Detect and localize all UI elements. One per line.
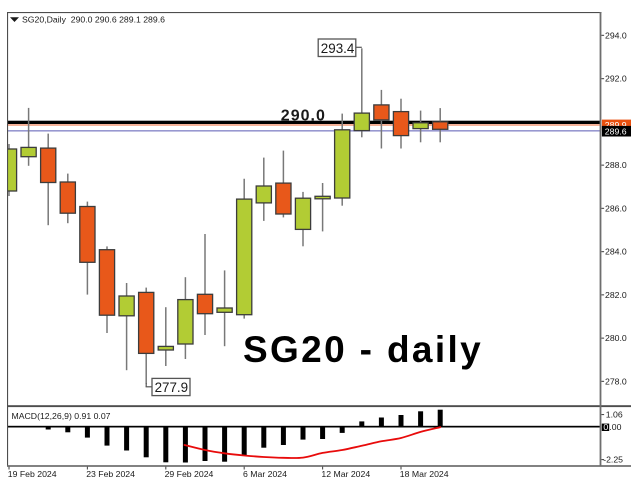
svg-text:277.9: 277.9 [155, 380, 189, 395]
svg-text:.00: .00 [609, 422, 621, 432]
svg-text:12 Mar 2024: 12 Mar 2024 [321, 469, 370, 479]
svg-text:290.0: 290.0 [281, 107, 326, 124]
svg-text:292.0: 292.0 [605, 74, 627, 84]
svg-text:278.0: 278.0 [605, 376, 627, 386]
svg-text:SG20,Daily 290.0 290.6 289.1: SG20,Daily 290.0 290.6 289.1 289.6 [22, 14, 165, 24]
svg-text:293.4: 293.4 [321, 41, 355, 56]
svg-text:280.0: 280.0 [605, 333, 627, 343]
svg-text:18 Mar 2024: 18 Mar 2024 [400, 469, 449, 479]
svg-text:SG20 - daily: SG20 - daily [243, 329, 483, 370]
svg-text:284.0: 284.0 [605, 247, 627, 257]
svg-text:0: 0 [603, 422, 608, 432]
svg-text:23 Feb 2024: 23 Feb 2024 [86, 469, 135, 479]
svg-text:19 Feb 2024: 19 Feb 2024 [8, 469, 57, 479]
svg-text:MACD(12,26,9) 0.91 0.07: MACD(12,26,9) 0.91 0.07 [12, 411, 111, 421]
svg-text:289.6: 289.6 [605, 126, 627, 136]
svg-text:29 Feb 2024: 29 Feb 2024 [165, 469, 214, 479]
svg-text:1.06: 1.06 [606, 410, 623, 420]
svg-text:288.0: 288.0 [605, 160, 627, 170]
svg-text:-2.25: -2.25 [603, 455, 623, 465]
svg-text:289.9: 289.9 [605, 120, 627, 130]
svg-text:6 Mar 2024: 6 Mar 2024 [243, 469, 287, 479]
svg-text:282.0: 282.0 [605, 290, 627, 300]
svg-text:286.0: 286.0 [605, 203, 627, 213]
svg-text:294.0: 294.0 [605, 30, 627, 40]
